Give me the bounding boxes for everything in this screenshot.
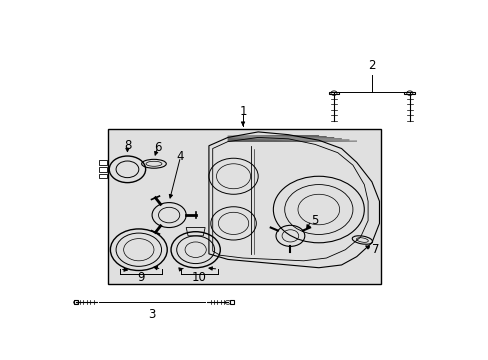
Text: 9: 9 bbox=[137, 271, 144, 284]
Bar bbox=[229, 301, 233, 304]
Text: 4: 4 bbox=[176, 150, 184, 163]
Text: 6: 6 bbox=[154, 141, 161, 154]
Bar bbox=[99, 167, 107, 172]
Bar bbox=[404, 92, 414, 94]
Text: 3: 3 bbox=[148, 308, 156, 321]
Text: 2: 2 bbox=[367, 59, 375, 72]
Bar bbox=[328, 92, 339, 94]
Bar bbox=[108, 129, 381, 284]
Text: 7: 7 bbox=[371, 243, 379, 256]
Text: 10: 10 bbox=[192, 271, 206, 284]
Text: 5: 5 bbox=[311, 214, 318, 227]
Text: 1: 1 bbox=[239, 105, 246, 118]
Bar bbox=[74, 301, 78, 304]
Text: 8: 8 bbox=[123, 139, 131, 152]
Bar bbox=[99, 174, 107, 179]
Bar bbox=[99, 160, 107, 165]
